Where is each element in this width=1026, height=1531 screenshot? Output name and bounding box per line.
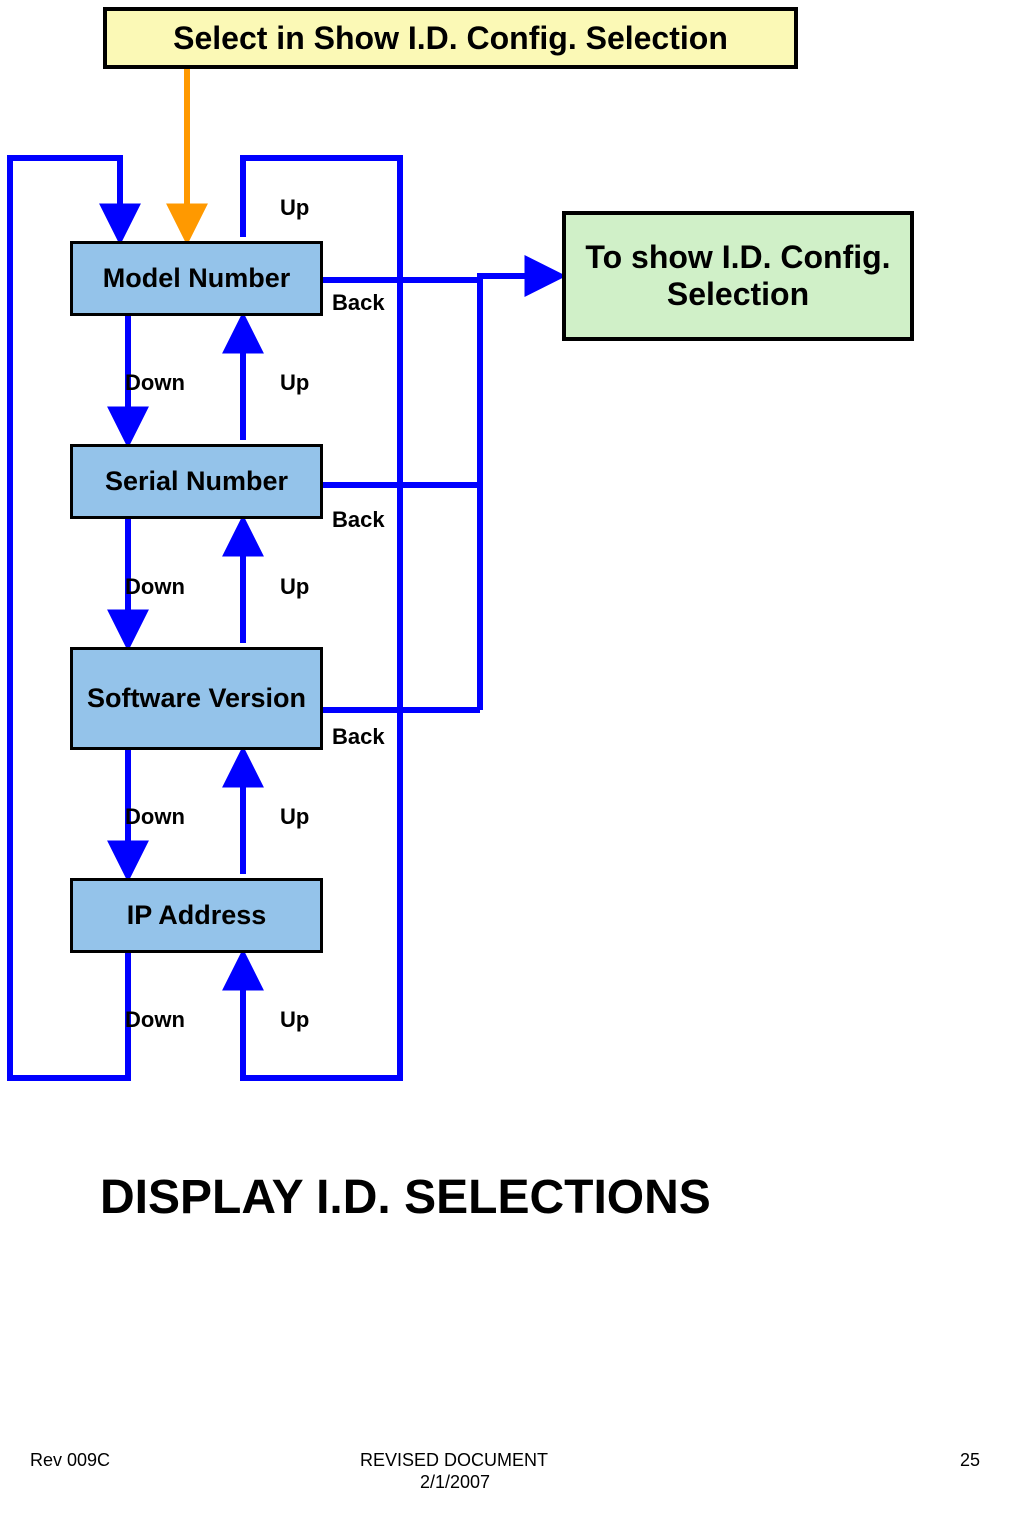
- label-up-1: Up: [280, 195, 309, 221]
- label-up-3: Up: [280, 574, 309, 600]
- model-number-label: Model Number: [103, 263, 291, 294]
- label-down-3: Down: [125, 804, 185, 830]
- model-number-box: Model Number: [70, 241, 323, 316]
- label-down-1: Down: [125, 370, 185, 396]
- title-box-label: Select in Show I.D. Config. Selection: [173, 20, 728, 57]
- footer-rev: Rev 009C: [30, 1450, 110, 1471]
- to-show-box-label: To show I.D. Config. Selection: [576, 239, 900, 313]
- software-version-label: Software Version: [87, 683, 306, 714]
- title-box: Select in Show I.D. Config. Selection: [103, 7, 798, 69]
- label-up-2: Up: [280, 370, 309, 396]
- footer-date: 2/1/2007: [420, 1472, 490, 1493]
- label-up-4: Up: [280, 804, 309, 830]
- serial-number-label: Serial Number: [105, 466, 288, 497]
- page-title: DISPLAY I.D. SELECTIONS: [100, 1170, 711, 1225]
- software-version-box: Software Version: [70, 647, 323, 750]
- ip-address-box: IP Address: [70, 878, 323, 953]
- edge-back-bus-arrow: [480, 276, 558, 710]
- serial-number-box: Serial Number: [70, 444, 323, 519]
- footer-doc-status: REVISED DOCUMENT: [360, 1450, 548, 1471]
- footer-page-num: 25: [960, 1450, 980, 1471]
- label-down-4: Down: [125, 1007, 185, 1033]
- label-down-2: Down: [125, 574, 185, 600]
- label-back-2: Back: [332, 507, 385, 533]
- page: Select in Show I.D. Config. Selection To…: [0, 0, 1026, 1531]
- label-up-5: Up: [280, 1007, 309, 1033]
- ip-address-label: IP Address: [127, 900, 267, 931]
- to-show-box: To show I.D. Config. Selection: [562, 211, 914, 341]
- label-back-3: Back: [332, 724, 385, 750]
- label-back-1: Back: [332, 290, 385, 316]
